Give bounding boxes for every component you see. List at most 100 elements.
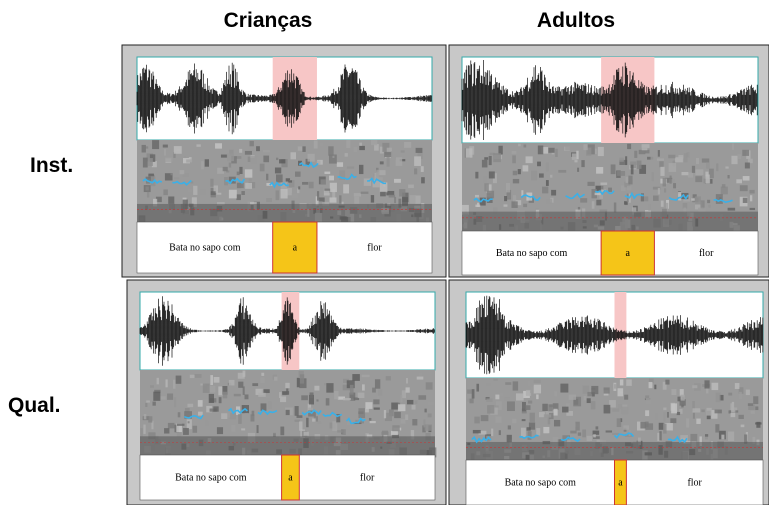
spectrogram-cell [256,425,259,434]
spectrogram-cell [682,202,688,209]
spectrogram-cell [400,150,405,153]
spectrogram-cell [495,394,500,400]
spectrogram-cell [628,175,633,185]
spectrogram-cell [570,430,577,434]
column-header: Adultos [537,9,615,32]
spectrogram-cell [692,412,695,419]
spectrogram-cell [521,190,524,197]
spectrogram-cell [654,384,657,390]
tier-label: a [288,473,293,484]
spectrogram-cell [400,418,406,424]
spectrogram-cell [663,188,667,193]
spectrogram-cell [222,166,228,172]
spectrogram-cell [711,382,719,391]
spectrogram-cell [480,415,489,422]
spectrogram-cell [603,404,611,414]
spectrogram-cell [538,412,545,418]
spectrogram-cell [522,401,526,412]
spectrogram-cell [266,198,272,203]
spectrogram-cell [668,154,676,159]
spectrogram-cell [665,202,669,212]
spectrogram-cell [394,196,397,204]
spectrogram-cell [663,412,666,422]
spectrogram-cell [369,421,376,424]
spectrogram-cell [417,151,423,159]
spectrogram-cell [672,188,680,194]
spectrogram-cell [153,391,161,401]
spectrogram-cell [467,389,472,394]
spectrogram-cell [204,159,209,167]
spectrogram-cell [677,396,681,402]
spectrogram-cell [703,436,710,443]
spectrogram-cell [704,380,710,389]
spectrogram-cell [744,434,748,444]
spectrogram-cell [328,146,334,156]
spectrogram-cell [523,144,527,148]
spectrogram-cell [474,194,479,198]
praat-window: Bata no sapo com a flor [121,44,447,278]
spectrogram-cell [594,148,597,155]
spectrogram-cell [298,370,304,378]
spectrogram-cell [527,431,532,440]
spectrogram-cell [701,158,710,163]
spectrogram-cell [146,153,154,162]
spectrogram-cell [163,149,167,156]
spectrogram-cell [146,191,150,198]
spectrogram-cell [660,166,665,176]
row-label: Qual. [8,394,61,417]
spectrogram-cell [274,376,278,381]
spectrogram-cell [141,144,146,153]
spectrogram-cell [343,184,350,194]
spectrogram-cell [675,157,683,163]
spectrogram-cell [266,173,269,181]
spectrogram-cell [681,404,684,408]
pitch-contour [668,193,689,201]
spectrogram-cell [343,398,351,401]
pitch-contour [594,190,615,196]
spectrogram-cell [545,180,549,186]
spectrogram-cell [314,385,320,391]
spectrogram-cell [691,165,696,173]
spectrogram-cell [547,415,551,425]
spectrogram-cell [719,394,724,401]
spectrogram-cell [239,148,243,153]
spectrogram-cell [548,147,555,153]
spectrogram-cell [397,402,401,405]
spectrogram-cell [715,194,723,204]
spectrogram-cell [418,395,427,400]
spectrogram-cell [173,397,177,408]
spectrogram-cell [251,410,255,416]
spectrogram-cell [320,179,326,185]
spectrogram-cell [322,201,330,206]
spectrogram-cell [756,421,761,428]
spectrogram-cell [336,162,344,167]
spectrogram-cell [193,185,198,195]
spectrogram-cell [641,148,648,151]
spectrogram-cell [324,171,331,174]
spectrogram-cell [716,163,719,172]
spectrogram-cell [302,146,306,152]
spectrogram-cell [687,172,694,178]
spectrogram-cell [167,422,175,429]
pitch-contour [337,173,357,181]
spectrogram-cell [645,423,654,430]
spectrogram-cell [362,384,365,391]
spectrogram-cell [646,398,652,405]
spectrogram-cell [665,379,670,385]
spectrogram-cell [201,161,204,170]
spectrogram-cell [512,418,517,424]
spectrogram-cell [721,184,726,188]
spectrogram-cell [471,389,475,399]
spectrogram-cell [374,144,379,151]
spectrogram-cell [187,188,193,193]
spectrogram-cell [663,407,667,411]
spectrogram-cell [592,430,600,435]
spectrogram-cell [660,200,664,207]
spectrogram-cell [714,409,722,414]
spectrogram-cell [484,183,489,192]
spectrogram-cell [146,183,155,186]
spectrogram-cell [536,394,539,400]
spectrogram-cell [574,160,578,163]
spectrogram-cell [294,419,300,422]
spectrogram-cell [514,200,522,206]
